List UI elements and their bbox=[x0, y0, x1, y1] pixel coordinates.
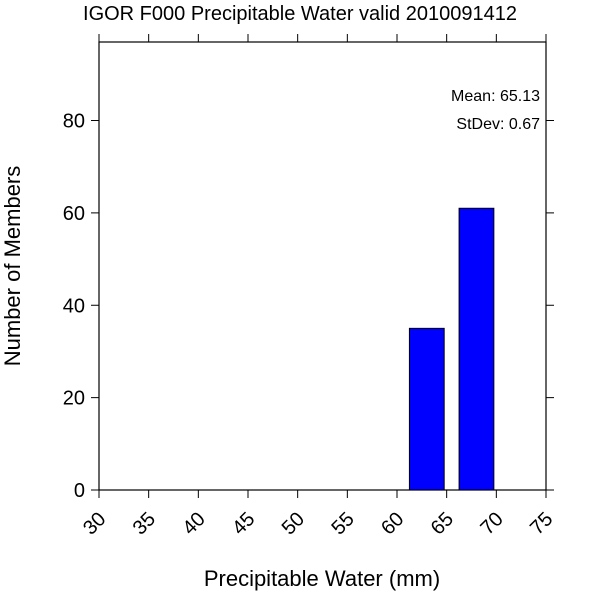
y-tick-label: 20 bbox=[63, 388, 85, 410]
x-tick-label: 65 bbox=[427, 508, 458, 539]
histogram-bar-1 bbox=[408, 327, 445, 491]
x-tick-label: 55 bbox=[327, 508, 358, 539]
x-tick-label: 70 bbox=[476, 508, 507, 539]
histogram-bar-2 bbox=[458, 207, 495, 491]
y-axis-label: Number of Members bbox=[0, 166, 25, 367]
x-tick-label: 75 bbox=[526, 508, 557, 539]
x-tick-label: 30 bbox=[79, 508, 110, 539]
y-tick-label: 60 bbox=[63, 203, 85, 225]
mean-annotation: Mean: 65.13 bbox=[451, 88, 540, 105]
x-axis-label: Precipitable Water (mm) bbox=[204, 566, 440, 591]
x-tick-label: 45 bbox=[228, 508, 259, 539]
plot-frame bbox=[98, 41, 547, 491]
x-tick-label: 60 bbox=[377, 508, 408, 539]
x-tick-label: 40 bbox=[178, 508, 209, 539]
x-tick-label: 50 bbox=[278, 508, 309, 539]
stdev-annotation: StDev: 0.67 bbox=[456, 116, 540, 133]
x-tick-label: 35 bbox=[129, 508, 160, 539]
y-tick-label: 40 bbox=[63, 295, 85, 317]
y-tick-label: 80 bbox=[63, 111, 85, 133]
y-tick-label: 0 bbox=[74, 480, 85, 502]
chart-title: IGOR F000 Precipitable Water valid 20100… bbox=[83, 3, 517, 25]
